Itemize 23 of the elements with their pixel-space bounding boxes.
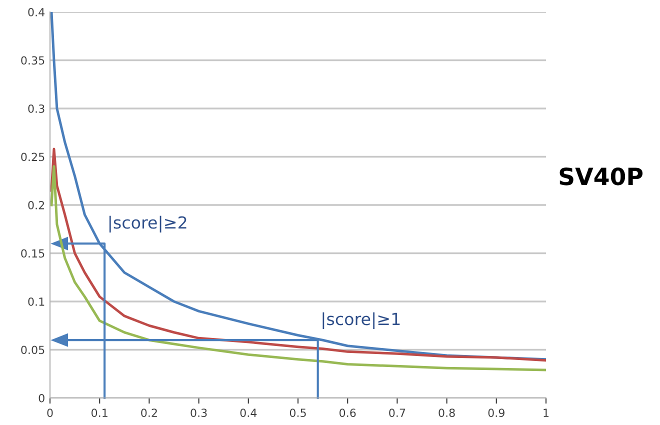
x-tick-label: 0.5 xyxy=(290,408,306,418)
x-tick-label: 0.3 xyxy=(190,408,207,418)
y-tick-label: 0.1 xyxy=(28,297,44,306)
text: SV40P xyxy=(560,167,643,186)
x-tick-label: 0.9 xyxy=(488,408,504,418)
x-tick-label: 0.2 xyxy=(141,408,157,418)
y-tick-label: 0.35 xyxy=(21,56,44,65)
x-tick-label: 0.7 xyxy=(389,408,406,418)
y-tick-label: 0.2 xyxy=(28,200,44,210)
x-tick-label: 0 xyxy=(47,408,53,418)
y-tick-label: 0.3 xyxy=(28,104,44,113)
x-tick-label: 0.4 xyxy=(240,408,257,418)
y-tick-label: 0.15 xyxy=(21,249,44,258)
y-tick-label: 0 xyxy=(38,394,44,402)
x-tick-label: 1 xyxy=(544,408,549,417)
annotation: |score|≥2 xyxy=(109,216,186,232)
x-tick-label: 0.6 xyxy=(340,408,356,418)
x-tick-label: 0.1 xyxy=(92,408,108,418)
annotation: |score|≥1 xyxy=(322,312,400,329)
y-tick-label: 0.4 xyxy=(28,8,45,16)
y-tick-label: 0.25 xyxy=(21,152,44,162)
x-tick-label: 0.8 xyxy=(438,408,455,418)
y-tick-label: 0.05 xyxy=(21,346,44,354)
